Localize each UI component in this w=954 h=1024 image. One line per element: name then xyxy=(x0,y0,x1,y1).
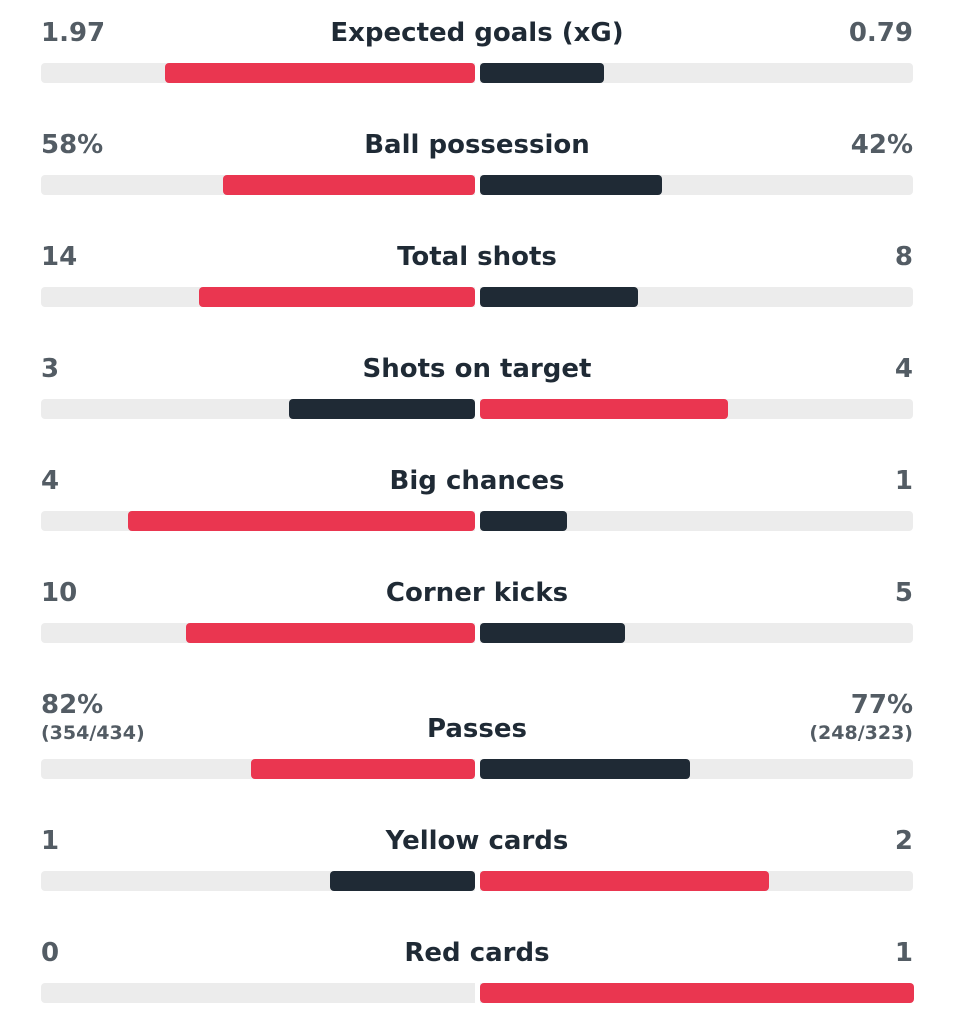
home-value: 4 xyxy=(41,466,60,496)
home-value: 10 xyxy=(41,578,78,608)
home-value: 0 xyxy=(41,938,60,968)
home-value: 1.97 xyxy=(41,18,106,48)
away-bar xyxy=(480,623,625,643)
away-value: 0.79 xyxy=(848,18,913,48)
home-bar xyxy=(289,399,475,419)
bar-gap xyxy=(475,287,480,307)
home-detail: (354/434) xyxy=(41,722,145,744)
away-value: 1 xyxy=(894,466,913,496)
away-value: 4 xyxy=(894,354,913,384)
home-bar xyxy=(198,287,475,307)
home-bar xyxy=(165,63,475,83)
away-bar xyxy=(480,63,605,83)
home-value: 1 xyxy=(41,826,60,856)
away-value: 42% xyxy=(850,130,913,160)
bar-gap xyxy=(475,63,480,83)
away-bar xyxy=(480,175,663,195)
stat-label: Expected goals (xG) xyxy=(330,18,624,48)
bar-gap xyxy=(475,399,480,419)
bar-gap xyxy=(475,983,480,1003)
stat-label: Red cards xyxy=(404,938,550,968)
away-value: 1 xyxy=(894,938,913,968)
away-value: 2 xyxy=(894,826,913,856)
bar-gap xyxy=(475,511,480,531)
home-value: 3 xyxy=(41,354,60,384)
away-bar xyxy=(480,871,770,891)
away-bar xyxy=(480,287,638,307)
bar-gap xyxy=(475,871,480,891)
bar-gap xyxy=(475,175,480,195)
away-bar xyxy=(480,399,728,419)
home-bar xyxy=(251,759,475,779)
away-value: 77% xyxy=(850,690,913,720)
away-bar xyxy=(480,511,567,531)
home-value: 82% xyxy=(41,690,104,720)
home-bar xyxy=(223,175,475,195)
stat-label: Ball possession xyxy=(364,130,590,160)
bar-gap xyxy=(475,623,480,643)
stat-label: Yellow cards xyxy=(385,826,569,856)
home-value: 58% xyxy=(41,130,104,160)
away-value: 8 xyxy=(894,242,913,272)
stat-label: Corner kicks xyxy=(385,578,569,608)
away-detail: (248/323) xyxy=(809,722,913,744)
away-bar xyxy=(480,759,691,779)
home-bar xyxy=(185,623,475,643)
stat-label: Big chances xyxy=(389,466,565,496)
away-bar xyxy=(480,983,914,1003)
home-value: 14 xyxy=(41,242,78,272)
stat-label: Total shots xyxy=(397,242,557,272)
home-bar xyxy=(330,871,475,891)
stat-label: Passes xyxy=(427,714,527,744)
bar-gap xyxy=(475,759,480,779)
home-bar xyxy=(127,511,475,531)
stat-label: Shots on target xyxy=(362,354,592,384)
away-value: 5 xyxy=(894,578,913,608)
